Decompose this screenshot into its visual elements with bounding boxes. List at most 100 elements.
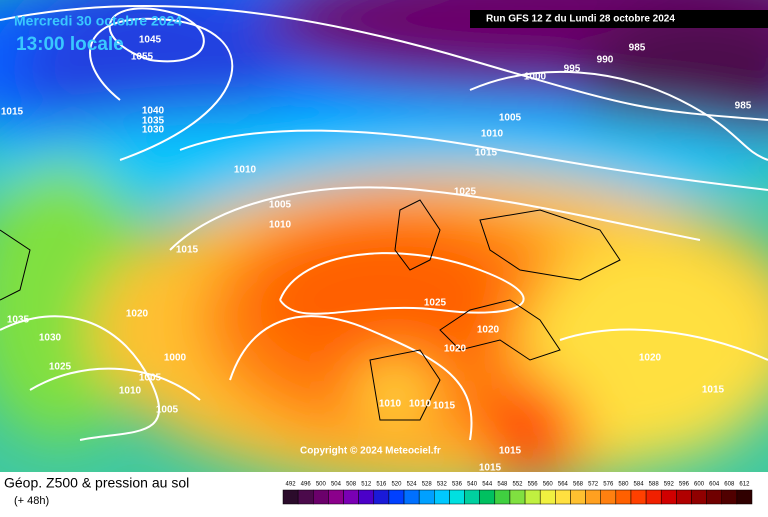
isobar-label: 1000 — [524, 72, 547, 83]
colorbar-label: 500 — [316, 482, 327, 488]
colorbar-swatch — [630, 489, 647, 505]
colorbar: 492 496 500 504 508 512 516 520 524 528 532 536 540 5… — [282, 482, 753, 505]
colorbar-label: 552 — [512, 482, 523, 488]
colorbar-swatch — [494, 489, 511, 505]
isobar-label: 1015 — [479, 463, 502, 474]
colorbar-swatch — [691, 489, 707, 505]
colorbar-swatch — [585, 489, 601, 505]
colorbar-swatch — [343, 489, 359, 505]
colorbar-swatch — [403, 489, 420, 505]
colorbar-label: 560 — [543, 482, 554, 488]
isobars — [0, 4, 768, 441]
isobar-label: 1020 — [126, 309, 149, 320]
colorbar-swatch — [373, 489, 390, 505]
colorbar-label: 556 — [528, 482, 539, 488]
isobar-label: 1010 — [234, 165, 257, 176]
isobar-label: 1010 — [119, 386, 142, 397]
isobar-label: 1055 — [131, 52, 154, 63]
isobar-label: 1035 — [7, 315, 30, 326]
isobar-label: 1010 — [481, 129, 504, 140]
footer-title: Géop. Z500 & pression au sol — [4, 475, 189, 491]
colorbar-swatch — [418, 489, 435, 505]
isobar-label: 1020 — [444, 344, 467, 355]
colorbar-label: 564 — [558, 482, 569, 488]
colorbar-swatch — [358, 489, 375, 505]
isobar-label: 1000 — [164, 353, 187, 364]
copyright: Copyright © 2024 Meteociel.fr — [300, 446, 441, 457]
colorbar-label: 532 — [437, 482, 448, 488]
isobar-label: 1005 — [499, 113, 522, 124]
colorbar-label: 512 — [361, 482, 372, 488]
run-text: Run GFS 12 Z du Lundi 28 octobre 2024 — [486, 14, 675, 25]
isobar-label: 1015 — [1, 107, 24, 118]
isobar-label: 1045 — [139, 35, 162, 46]
colorbar-swatch — [297, 489, 314, 505]
isobar-labels: 1015 1010 1005 1010 1015 1020 1035 1030 1025 1000… — [1, 35, 752, 474]
colorbar-swatch — [328, 489, 344, 505]
coastlines — [0, 199, 621, 421]
isobar-label: 1030 — [39, 333, 62, 344]
isobar-label: 1015 — [176, 245, 199, 256]
isobar-label: 1015 — [475, 148, 498, 159]
colorbar-swatch — [282, 489, 299, 505]
isobar-label: 1015 — [702, 385, 725, 396]
colorbar-label: 592 — [664, 482, 675, 488]
colorbar-label: 496 — [301, 482, 312, 488]
colorbar-swatch — [539, 489, 556, 505]
colorbar-label: 600 — [694, 482, 705, 488]
isobar-label: 1005 — [269, 200, 292, 211]
colorbar-label: 604 — [709, 482, 720, 488]
isobar-label: 1005 — [139, 373, 162, 384]
colorbar-swatch — [570, 489, 586, 505]
colorbar-label: 608 — [724, 482, 735, 488]
colorbar-label: 576 — [603, 482, 614, 488]
colorbar-swatch — [555, 489, 571, 505]
colorbar-swatch — [645, 489, 662, 505]
isobar-label: 1040 — [142, 106, 165, 117]
isobar-label: 1025 — [49, 362, 72, 373]
colorbar-label: 596 — [679, 482, 690, 488]
colorbar-label: 508 — [346, 482, 357, 488]
isobar-label: 1015 — [433, 401, 456, 412]
isobar-label: 995 — [564, 64, 581, 75]
colorbar-swatch — [615, 489, 632, 505]
isobar-label: 985 — [629, 43, 646, 54]
colorbar-swatch — [479, 489, 496, 505]
isobar-label: 1025 — [454, 187, 477, 198]
colorbar-label: 540 — [467, 482, 478, 488]
colorbar-swatch — [388, 489, 405, 505]
colorbar-swatch — [600, 489, 617, 505]
isobar-label: 1020 — [639, 353, 662, 364]
colorbar-swatch — [660, 489, 677, 505]
geopotential-field — [0, 0, 768, 472]
isobar-label: 1015 — [499, 446, 522, 457]
colorbar-swatch — [524, 489, 541, 505]
colorbar-label: 580 — [618, 482, 629, 488]
colorbar-swatch — [464, 489, 480, 505]
colorbar-label: 536 — [452, 482, 463, 488]
colorbar-label: 528 — [422, 482, 433, 488]
isobar-label: 1005 — [156, 405, 179, 416]
isobar-label: 1010 — [379, 399, 402, 410]
colorbar-swatch — [721, 489, 738, 505]
valid-time: 13:00 locale — [16, 34, 124, 55]
colorbar-label: 588 — [649, 482, 660, 488]
colorbar-label: 568 — [573, 482, 584, 488]
isobar-label: 1030 — [142, 125, 165, 136]
colorbar-label: 520 — [391, 482, 402, 488]
isobar-label: 990 — [597, 55, 614, 66]
colorbar-label: 492 — [286, 482, 297, 488]
colorbar-label: 504 — [331, 482, 342, 488]
isobar-label: 1010 — [269, 220, 292, 231]
colorbar-label: 524 — [407, 482, 418, 488]
colorbar-swatch — [736, 489, 753, 505]
colorbar-label: 612 — [739, 482, 750, 488]
colorbar-swatch — [676, 489, 692, 505]
valid-date: Mercredi 30 octobre 2024 — [14, 13, 182, 29]
colorbar-label: 544 — [482, 482, 493, 488]
footer-lead: (+ 48h) — [14, 495, 49, 507]
colorbar-swatch — [449, 489, 465, 505]
colorbar-label: 584 — [634, 482, 645, 488]
